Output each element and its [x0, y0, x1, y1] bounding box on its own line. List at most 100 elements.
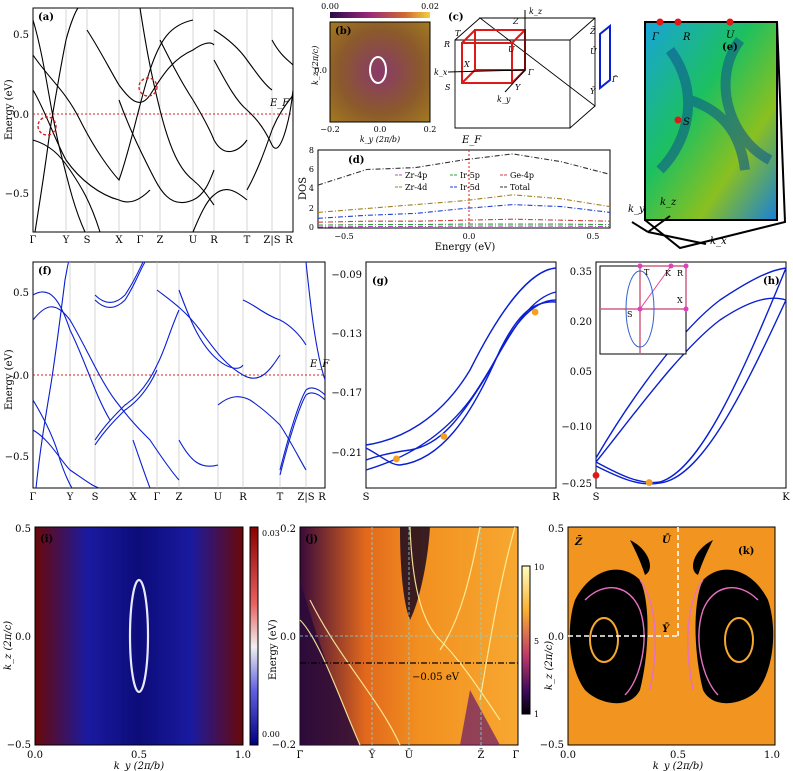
ytick: 0.0 [280, 632, 296, 643]
kpath-tick: R [239, 492, 247, 503]
ytick: 0.5 [13, 30, 29, 41]
inset-point: S [627, 310, 632, 319]
ytick: 0.05 [570, 367, 592, 378]
bz-point: T [455, 29, 461, 38]
crossing-marker [37, 116, 57, 136]
ytick: −0.25 [561, 479, 592, 490]
ytick: −0.5 [540, 740, 564, 751]
ytick: 6 [309, 165, 314, 174]
xtick: S [363, 492, 370, 503]
band-line [32, 19, 194, 182]
band-line [365, 291, 557, 471]
crossing-node-1 [440, 432, 448, 440]
band-line [279, 387, 326, 471]
kpath-tick: T [277, 492, 284, 503]
dos-series-zr-4p [317, 225, 611, 228]
bz-irreducible [461, 29, 526, 84]
xtick: Γ̄ [513, 750, 520, 761]
bz-point: R [443, 40, 450, 49]
colorbar-tick: 0.00 [262, 730, 280, 739]
band-line [595, 267, 787, 484]
panel-g-bands [365, 267, 557, 471]
inset-point: R [677, 269, 684, 278]
panel-j-gridlines [300, 527, 518, 745]
xtick: −0.2 [320, 125, 339, 134]
ytick: −0.17 [331, 388, 362, 399]
kpath-tick: Z|S [263, 235, 280, 246]
legend-entry: Ir-5p [460, 171, 480, 180]
xtick: Ū [405, 749, 413, 761]
ytick: 4 [309, 184, 314, 193]
crossing-node-1 [645, 479, 653, 486]
band-line [213, 29, 273, 91]
panel-f-bands [32, 261, 326, 489]
axis-kx: k_x [434, 68, 448, 77]
panel-d: (d) E_F DOS Energy (eV) −0.5 0.0 0.5 0 2… [298, 135, 611, 253]
panel-a: (a) E_F Energy (eV) 0.5 0.0 −0.5 Γ Y S X… [4, 7, 294, 246]
colorbar-tick: 0.03 [262, 529, 280, 538]
xtick: Γ̄ [297, 750, 304, 761]
fermi-pocket [128, 578, 150, 694]
panel-j-colorbar [521, 565, 531, 715]
panel-j: −0.05 eV (j) 10 5 1 0.2 0.0 −0.2 Γ̄ Ȳ Ū … [268, 524, 544, 761]
crossing-marker [138, 77, 158, 97]
band-line [365, 301, 557, 466]
panel-d-frame [317, 149, 611, 229]
ytick: 0.0 [314, 66, 327, 75]
kpath-tick: Y [66, 492, 74, 503]
dos-legend: Zr-4p Ir-5p Ge-4p Zr-4d Ir-5d Total [395, 171, 534, 192]
axis-ky: k_y [628, 204, 645, 215]
band-line [595, 267, 787, 459]
xtick: 0.5 [131, 750, 147, 761]
band-line [192, 189, 248, 233]
kpath-tick: R [210, 235, 218, 246]
xtick: R [552, 492, 560, 503]
ytick: 0.35 [570, 267, 592, 278]
kpath-tick: Z [176, 492, 183, 503]
band-line [32, 399, 73, 489]
bz-point: S [445, 83, 451, 92]
ytick: 0.2 [280, 524, 296, 535]
ytick: −0.5 [5, 452, 29, 463]
panel-i-label: (i) [40, 534, 53, 545]
bz-point: Z̄ [589, 27, 596, 36]
colorbar-tick: 5 [534, 637, 539, 646]
inset-point: X [677, 296, 683, 305]
xtick: 0.0 [27, 750, 43, 761]
ytick: 0.0 [13, 110, 29, 121]
band-line [94, 309, 180, 441]
panel-i-xlabel: k_y (2π/b) [114, 761, 164, 771]
ytick: 0.0 [15, 632, 31, 643]
xtick: K [782, 492, 790, 503]
dos-series-ir-5p [317, 223, 611, 226]
xtick: 0.0 [560, 750, 576, 761]
band-line [246, 94, 294, 191]
bz-point: U [508, 45, 515, 54]
panel-a-label: (a) [38, 12, 54, 23]
axis-kz: k_z [660, 197, 677, 208]
bz-point: S [683, 117, 690, 128]
xtick: S [593, 492, 600, 503]
panel-k-label: (k) [738, 546, 754, 557]
bz-point-marker [674, 18, 682, 26]
xtick: 0.0 [374, 125, 387, 134]
panel-b-xlabel: k_y (2π/b) [360, 135, 400, 144]
sbz-point: Γ̄ [573, 624, 582, 635]
panel-b-colorbar [330, 12, 430, 18]
panel-k-sbz [568, 527, 679, 637]
bz-box [454, 17, 596, 129]
band-line [156, 289, 281, 379]
inset-point: K [665, 269, 672, 278]
panel-d-ef: E_F [461, 135, 482, 146]
dos-series-zr-4d [317, 194, 611, 213]
panel-c-label: (c) [448, 12, 464, 23]
bz-point-marker [726, 18, 734, 26]
panel-b-ylabel: k_z (2π/c) [311, 46, 320, 85]
legend-entry: Ir-5d [460, 183, 480, 192]
panel-i-map [34, 526, 244, 746]
xtick: 1.0 [235, 750, 251, 761]
bz-point: Γ̄ [611, 75, 618, 84]
band-line [595, 297, 787, 463]
kpath-tick: S [84, 235, 91, 246]
ytick: −0.2 [272, 740, 296, 751]
